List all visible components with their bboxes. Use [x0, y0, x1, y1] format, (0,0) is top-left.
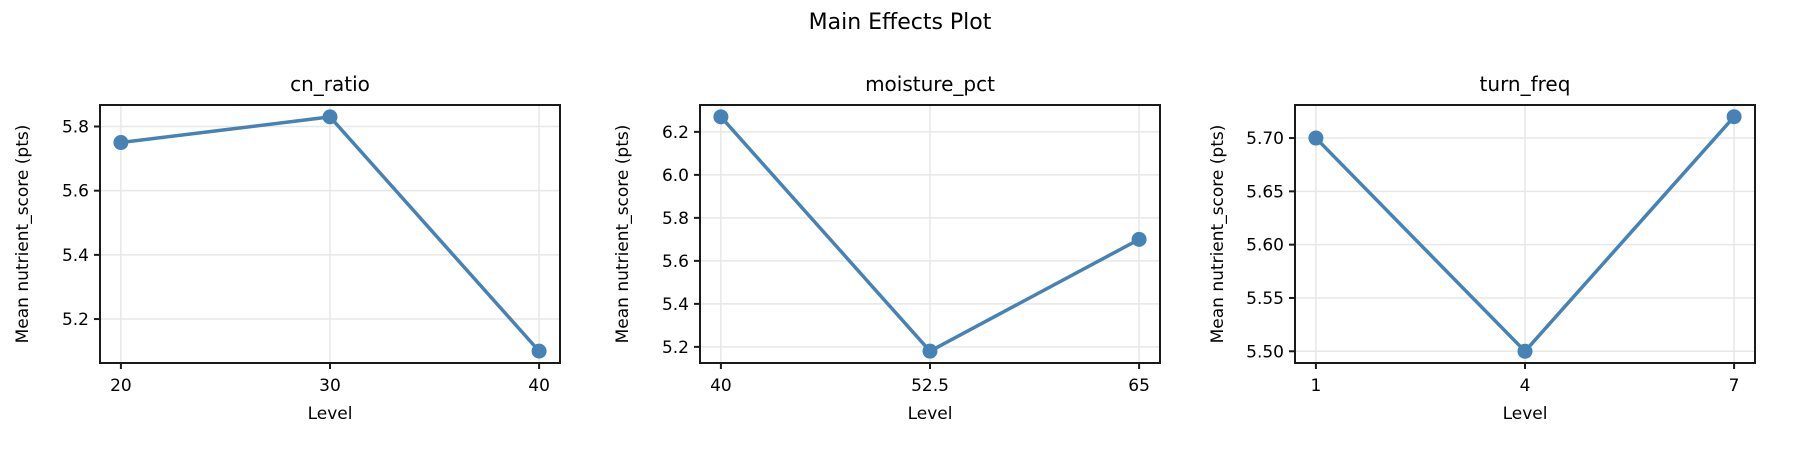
data-point	[713, 109, 729, 125]
x-axis-label: Level	[1503, 404, 1548, 424]
data-point	[1131, 231, 1147, 247]
data-point	[1726, 109, 1742, 125]
subplot-cn_ratio: 20 30 40 5.2 5.4 5.6 5.8 cn_ratio Level Mean nutr…	[13, 72, 561, 424]
y-tick-label: 5.6	[662, 252, 689, 272]
x-tick-label: 40	[528, 376, 550, 396]
y-tick-label: 5.60	[1246, 236, 1284, 256]
y-tick-label: 5.8	[62, 118, 89, 138]
data-point	[322, 109, 338, 125]
x-tick-label: 4	[1520, 376, 1531, 396]
subplot-title: moisture_pct	[865, 72, 995, 96]
y-tick-label: 5.2	[62, 310, 89, 330]
grid-lines	[100, 105, 560, 363]
y-tick-label: 6.0	[662, 166, 689, 186]
x-axis-label: Level	[908, 404, 953, 424]
axis-ticks	[94, 125, 541, 369]
data-point	[922, 343, 938, 359]
grid-lines	[700, 105, 1160, 363]
axis-tick-labels: 40 52.5 65 5.2 5.4 5.6 5.8 6.0 6.2	[662, 123, 1150, 396]
data-point	[531, 343, 547, 359]
y-tick-label: 5.6	[62, 182, 89, 202]
x-tick-label: 40	[710, 376, 732, 396]
data-point	[1308, 130, 1324, 146]
x-tick-label: 20	[110, 376, 132, 396]
subplot-turn_freq: 1 4 7 5.50 5.55 5.60 5.65 5.70 turn_freq Level Mea…	[1208, 72, 1756, 424]
subplot-title: turn_freq	[1480, 72, 1571, 96]
axis-tick-labels: 1 4 7 5.50 5.55 5.60 5.65 5.70	[1246, 129, 1739, 396]
x-tick-label: 30	[319, 376, 341, 396]
y-tick-label: 5.70	[1246, 129, 1284, 149]
y-axis-label: Mean nutrient_score (pts)	[13, 125, 33, 344]
subplot-moisture_pct: 40 52.5 65 5.2 5.4 5.6 5.8 6.0 6.2 moisture_pct Le…	[613, 72, 1161, 424]
x-tick-label: 1	[1310, 376, 1321, 396]
y-tick-label: 5.50	[1246, 342, 1284, 362]
y-tick-label: 5.4	[62, 246, 89, 266]
x-tick-label: 65	[1128, 376, 1150, 396]
axis-ticks	[1289, 137, 1736, 369]
axis-tick-labels: 20 30 40 5.2 5.4 5.6 5.8	[62, 118, 550, 397]
y-tick-label: 5.4	[662, 295, 689, 315]
x-axis-label: Level	[308, 404, 353, 424]
y-axis-label: Mean nutrient_score (pts)	[1208, 125, 1228, 344]
data-point	[1517, 343, 1533, 359]
y-axis-label: Mean nutrient_score (pts)	[613, 125, 633, 344]
axis-ticks	[694, 130, 1141, 369]
x-tick-label: 52.5	[911, 376, 949, 396]
grid-lines	[1295, 105, 1755, 363]
data-point	[113, 135, 129, 151]
y-tick-label: 6.2	[662, 123, 689, 143]
subplot-title: cn_ratio	[290, 72, 370, 96]
y-tick-label: 5.8	[662, 209, 689, 229]
figure-title: Main Effects Plot	[808, 10, 992, 35]
x-tick-label: 7	[1729, 376, 1740, 396]
y-tick-label: 5.55	[1246, 289, 1284, 309]
y-tick-label: 5.2	[662, 338, 689, 358]
y-tick-label: 5.65	[1246, 182, 1284, 202]
